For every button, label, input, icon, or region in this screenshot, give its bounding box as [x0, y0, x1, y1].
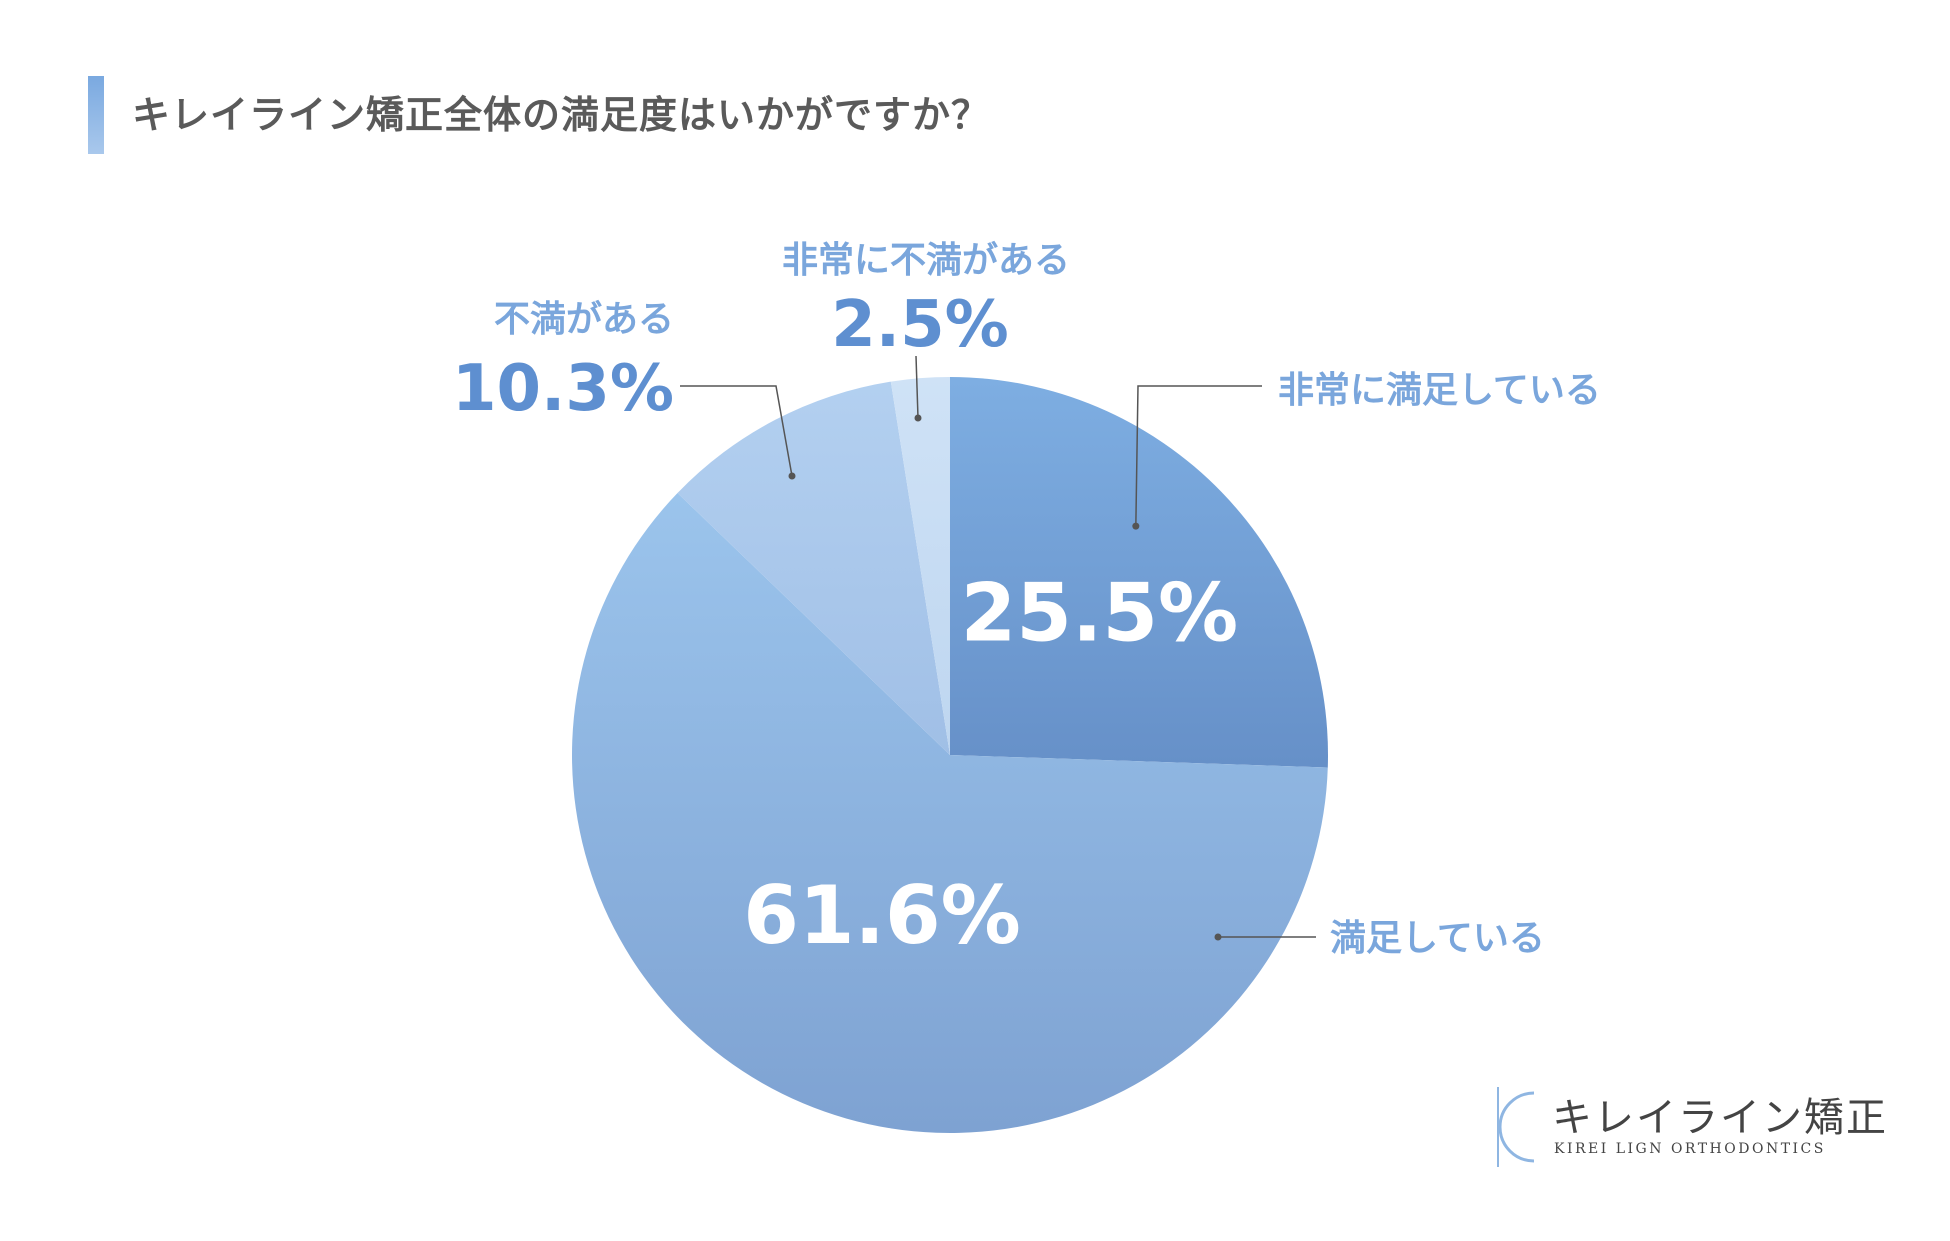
logo-mark-icon: [1497, 1087, 1535, 1167]
chart-title: キレイライン矯正全体の満足度はいかがですか？: [132, 93, 991, 137]
logo-name: キレイライン矯正: [1552, 1095, 1888, 1141]
logo-subtitle: KIREI LIGN ORTHODONTICS: [1554, 1141, 1826, 1157]
slice-label-very-satisfied: 非常に満足している: [1278, 370, 1601, 411]
leader-dot: [1132, 522, 1140, 530]
brand-logo: キレイライン矯正 KIREI LIGN ORTHODONTICS: [1490, 1085, 1890, 1185]
pie-slice: [890, 377, 950, 755]
slice-label-satisfied: 満足している: [1330, 918, 1545, 959]
leader-dot: [914, 414, 922, 422]
leader-line: [1135, 385, 1262, 527]
pie-slice: [677, 381, 950, 755]
pie-slice: [571, 493, 1328, 1134]
leader-dot: [788, 472, 796, 480]
slice-value-satisfied: 61.6%: [743, 869, 1021, 962]
leader-line: [915, 355, 919, 419]
title-accent-bar: [88, 76, 104, 154]
pie-slice: [950, 377, 1328, 768]
leader-dot: [1214, 933, 1222, 941]
slice-value-very-dissatisfied: 2.5%: [831, 288, 1009, 362]
slice-value-dissatisfied: 10.3%: [452, 352, 674, 426]
slice-label-very-dissatisfied: 非常に不満がある: [782, 240, 1070, 281]
slice-value-very-satisfied: 25.5%: [961, 566, 1239, 659]
leader-line: [680, 385, 793, 477]
slice-label-dissatisfied: 不満がある: [494, 299, 674, 340]
